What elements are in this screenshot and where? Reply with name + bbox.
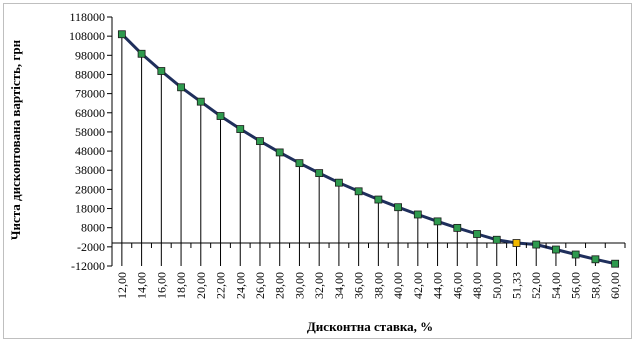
y-tick-label: 68000	[75, 106, 105, 120]
y-axis-title: Чиста дисконтована вартість, грн	[8, 39, 23, 240]
data-point-marker	[532, 240, 541, 249]
data-point-marker	[236, 125, 245, 133]
data-point-marker	[492, 235, 501, 244]
npv-line-chart: -12000 -2000 8000 18000 28000 38000 48000 58000…	[8, 10, 626, 334]
drop-lines	[121, 34, 616, 266]
data-point-marker	[374, 195, 383, 204]
x-tick-label: 54,00	[549, 272, 563, 299]
data-point-marker	[216, 112, 225, 120]
data-point-marker	[335, 178, 343, 187]
data-point-marker	[571, 250, 580, 259]
x-tick-label: 12,00	[115, 272, 129, 299]
x-tick-label: 60,00	[608, 272, 622, 299]
axes	[111, 17, 625, 266]
x-tick-label: 26,00	[253, 272, 267, 299]
y-tick-label: -2000	[77, 240, 105, 254]
y-tick-label: 98000	[75, 48, 105, 62]
y-tick-label: 18000	[75, 202, 105, 216]
y-tick-label: 78000	[75, 87, 105, 101]
y-tick-label: 88000	[75, 67, 105, 81]
y-tick-label: 118000	[69, 10, 105, 24]
highlight-point-marker	[512, 239, 521, 247]
data-point-marker	[433, 217, 442, 226]
data-point-marker	[315, 169, 324, 178]
x-tick-label: 34,00	[332, 272, 346, 299]
data-point-marker	[295, 159, 304, 168]
data-point-marker	[473, 230, 481, 238]
data-point-marker	[157, 67, 166, 75]
y-tick-label: 58000	[75, 125, 105, 139]
data-point-marker	[611, 259, 620, 268]
data-point-marker	[117, 30, 126, 39]
y-tick-label: 48000	[75, 144, 105, 158]
x-tick-label: 44,00	[431, 272, 445, 299]
x-tick-label: 32,00	[312, 272, 326, 299]
x-tick-label: 52,00	[529, 272, 543, 299]
y-axis-ticks: -12000 -2000 8000 18000 28000 38000 48000 58000…	[69, 10, 112, 273]
y-tick-label: 108000	[69, 29, 105, 43]
y-tick-label: 38000	[75, 163, 105, 177]
series-markers	[117, 30, 620, 268]
y-tick-label: 8000	[81, 221, 105, 235]
x-axis-ticks: 12,00 14,00 16,00 18,00 20,00 22,00 24,00 26,00…	[111, 243, 626, 299]
chart-frame: -12000 -2000 8000 18000 28000 38000 48000 58000…	[3, 3, 632, 339]
x-tick-label: 50,00	[490, 272, 504, 299]
x-tick-label: 46,00	[450, 272, 464, 299]
data-point-marker	[591, 255, 600, 264]
y-tick-label: 28000	[75, 182, 105, 196]
x-tick-label: 14,00	[135, 272, 149, 299]
x-tick-label: 22,00	[214, 272, 228, 299]
data-point-marker	[453, 223, 462, 232]
x-tick-label: 42,00	[411, 272, 425, 299]
x-tick-label: 38,00	[371, 272, 385, 299]
data-point-marker	[196, 97, 205, 106]
x-tick-label: 48,00	[470, 272, 484, 299]
data-point-marker	[413, 210, 422, 219]
x-tick-label: 28,00	[273, 272, 287, 299]
x-tick-label: 51,33	[509, 272, 523, 299]
x-tick-label: 16,00	[154, 272, 168, 299]
series-line-layer	[120, 33, 616, 266]
x-tick-label: 20,00	[194, 272, 208, 299]
x-tick-label: 56,00	[569, 272, 583, 299]
data-point-marker	[394, 203, 402, 212]
x-axis-title: Дисконтна ставка, %	[307, 319, 433, 334]
data-point-marker	[137, 49, 146, 58]
series-line	[120, 33, 616, 266]
data-point-marker	[354, 187, 363, 196]
data-point-marker	[177, 83, 185, 92]
data-point-marker	[275, 148, 284, 157]
x-tick-label: 36,00	[352, 272, 366, 299]
data-point-marker	[552, 245, 560, 254]
x-tick-label: 24,00	[233, 272, 247, 299]
y-tick-label: -12000	[71, 259, 105, 273]
x-tick-label: 30,00	[292, 272, 306, 299]
data-point-marker	[256, 137, 264, 146]
x-tick-label: 58,00	[588, 272, 602, 299]
x-tick-label: 18,00	[174, 272, 188, 299]
x-tick-label: 40,00	[391, 272, 405, 299]
